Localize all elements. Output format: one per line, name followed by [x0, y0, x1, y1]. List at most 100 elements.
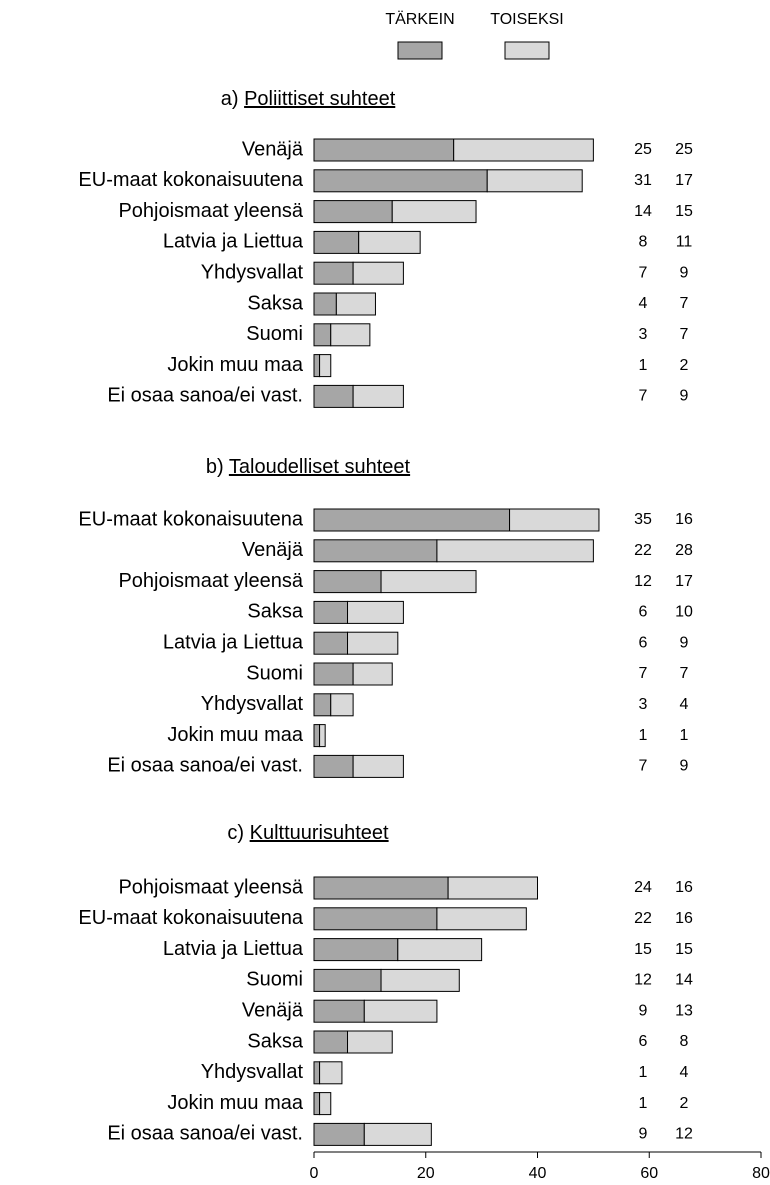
value-label: 15 [675, 941, 693, 958]
category-label: Yhdysvallat [201, 693, 304, 715]
value-label: 12 [634, 972, 652, 989]
panel-label: c) [227, 822, 244, 844]
bar-segment [313, 354, 321, 378]
category-label: Ei osaa sanoa/ei vast. [107, 1123, 303, 1145]
bar-segment [313, 539, 438, 563]
value-label: 3 [639, 326, 648, 343]
value-label: 3 [639, 696, 648, 713]
category-label: Suomi [246, 662, 303, 684]
value-label: 6 [639, 604, 648, 621]
panel-label: b) [206, 456, 224, 478]
category-label: Jokin muu maa [167, 724, 303, 746]
legend-swatch [397, 41, 443, 60]
category-label: Pohjoismaat yleensä [118, 570, 303, 592]
value-label: 8 [639, 234, 648, 251]
value-label: 1 [639, 727, 648, 744]
value-label: 9 [680, 758, 689, 775]
category-label: Latvia ja Liettua [163, 231, 304, 253]
bar-segment [380, 968, 460, 992]
category-label: Yhdysvallat [201, 1061, 304, 1083]
value-label: 1 [680, 727, 689, 744]
value-label: 22 [634, 542, 652, 559]
value-label: 1 [639, 1064, 648, 1081]
bar-segment [313, 1030, 349, 1054]
x-tick-label: 80 [752, 1165, 770, 1182]
value-label: 8 [680, 1033, 689, 1050]
value-label: 7 [680, 295, 689, 312]
bar-segment [319, 1092, 332, 1116]
value-label: 4 [639, 295, 648, 312]
value-label: 7 [639, 388, 648, 405]
bar-segment [313, 384, 354, 408]
value-label: 16 [675, 879, 693, 896]
value-label: 4 [680, 1064, 689, 1081]
x-tick-label: 60 [640, 1165, 658, 1182]
bar-segment [380, 570, 477, 594]
legend-label: TÄRKEIN [385, 10, 454, 28]
bar-segment [313, 968, 382, 992]
category-label: EU-maat kokonaisuutena [78, 169, 303, 191]
bar-segment [313, 138, 455, 162]
value-label: 15 [634, 941, 652, 958]
bar-segment [313, 938, 399, 962]
bar-segment [313, 999, 365, 1023]
category-label: Latvia ja Liettua [163, 938, 304, 960]
value-label: 22 [634, 910, 652, 927]
panel-title-text: Poliittiset suhteet [244, 88, 396, 110]
value-label: 9 [639, 1002, 648, 1019]
value-label: 16 [675, 511, 693, 528]
value-label: 14 [675, 972, 693, 989]
bar-segment [313, 1061, 321, 1085]
bar-segment [313, 724, 321, 748]
value-label: 14 [634, 203, 652, 220]
category-label: Pohjoismaat yleensä [118, 200, 303, 222]
value-label: 12 [634, 573, 652, 590]
category-label: Venäjä [242, 539, 304, 561]
value-label: 6 [639, 634, 648, 651]
bar-segment [313, 600, 349, 624]
bar-segment [313, 508, 511, 532]
panel-title: a) Poliittiset suhteet [221, 88, 396, 110]
value-label: 28 [675, 542, 693, 559]
legend-swatch [504, 41, 550, 60]
category-label: Jokin muu maa [167, 354, 303, 376]
value-label: 15 [675, 203, 693, 220]
category-label: EU-maat kokonaisuutena [78, 907, 303, 929]
category-label: Latvia ja Liettua [163, 631, 304, 653]
value-label: 35 [634, 511, 652, 528]
bar-segment [436, 539, 594, 563]
category-label: Saksa [247, 1030, 303, 1052]
value-label: 11 [676, 234, 693, 251]
bar-segment [335, 292, 376, 316]
legend-label: TOISEKSI [490, 11, 564, 28]
bar-segment [313, 876, 449, 900]
value-label: 9 [639, 1126, 648, 1143]
category-label: Pohjoismaat yleensä [118, 876, 303, 898]
category-label: Suomi [246, 969, 303, 991]
value-label: 13 [675, 1002, 693, 1019]
panel-title-text: Taloudelliset suhteet [229, 456, 411, 478]
bar-segment [319, 724, 326, 748]
bar-segment [313, 1122, 365, 1146]
value-label: 2 [680, 357, 689, 374]
value-label: 2 [680, 1095, 689, 1112]
panel-title: c) Kulttuurisuhteet [227, 822, 389, 844]
value-label: 17 [675, 172, 693, 189]
bar-segment [352, 384, 404, 408]
bar-segment [319, 354, 332, 378]
value-label: 1 [639, 1095, 648, 1112]
x-tick-label: 0 [310, 1165, 319, 1182]
category-label: Venäjä [242, 999, 304, 1021]
value-label: 10 [675, 604, 693, 621]
bar-segment [313, 693, 332, 717]
bar-segment [313, 662, 354, 686]
bar-segment [313, 907, 438, 931]
bar-segment [313, 1092, 321, 1116]
value-label: 9 [680, 388, 689, 405]
bar-segment [453, 138, 594, 162]
value-label: 7 [639, 758, 648, 775]
value-label: 7 [639, 264, 648, 281]
bar-segment [447, 876, 539, 900]
bar-segment [436, 907, 527, 931]
panel-title-text: Kulttuurisuhteet [250, 822, 389, 844]
